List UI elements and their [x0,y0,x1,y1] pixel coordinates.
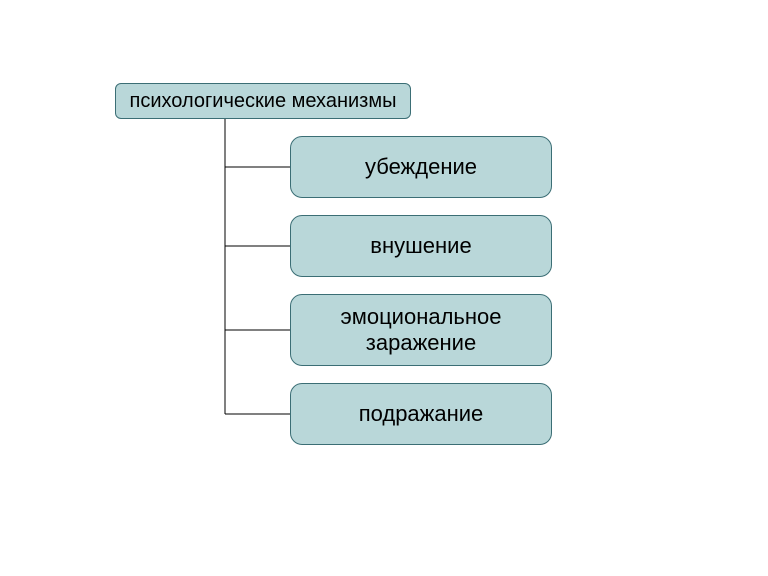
child-node-2: эмоциональное заражение [290,294,552,366]
child-node-1: внушение [290,215,552,277]
root-node: психологические механизмы [115,83,411,119]
child-node-3: подражание [290,383,552,445]
child-node-0: убеждение [290,136,552,198]
diagram-canvas: психологические механизмы убеждение внушен… [0,0,768,576]
